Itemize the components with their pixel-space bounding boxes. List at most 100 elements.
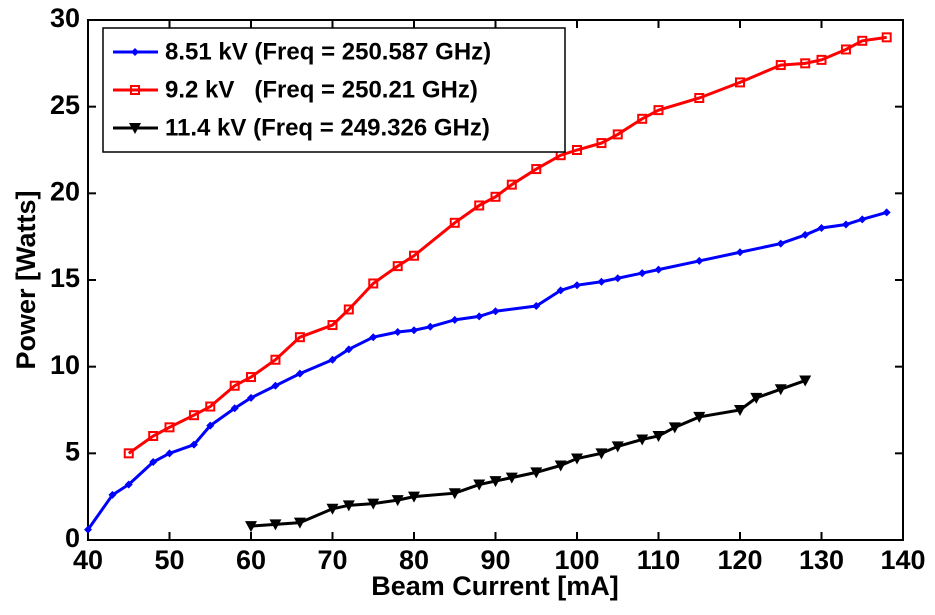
marker xyxy=(247,393,255,402)
marker xyxy=(342,500,355,512)
marker xyxy=(450,315,459,324)
marker xyxy=(573,281,581,290)
marker xyxy=(391,495,404,507)
marker xyxy=(293,517,306,529)
marker xyxy=(858,215,867,224)
marker xyxy=(473,479,486,491)
marker xyxy=(734,405,746,416)
marker xyxy=(230,404,239,413)
marker xyxy=(426,322,435,331)
marker xyxy=(246,372,256,383)
marker xyxy=(597,277,606,286)
marker xyxy=(489,476,502,488)
marker xyxy=(367,498,380,510)
marker xyxy=(736,248,744,257)
marker xyxy=(882,208,891,217)
marker xyxy=(799,375,812,387)
marker xyxy=(653,105,664,116)
marker xyxy=(556,286,565,295)
marker xyxy=(572,145,582,155)
marker xyxy=(596,138,607,149)
marker xyxy=(881,32,892,43)
marker xyxy=(652,431,665,442)
marker xyxy=(326,503,339,515)
marker xyxy=(776,239,785,248)
y-tick-label: 30 xyxy=(50,3,80,33)
marker xyxy=(694,93,705,103)
marker xyxy=(695,256,704,265)
marker xyxy=(129,123,141,134)
marker xyxy=(800,58,811,69)
marker xyxy=(123,448,134,459)
marker xyxy=(530,467,543,479)
marker xyxy=(531,164,542,175)
marker xyxy=(344,345,353,354)
marker xyxy=(148,431,159,441)
marker xyxy=(343,304,354,315)
marker xyxy=(490,191,501,202)
legend-label: 8.51 kV (Freq = 250.587 GHz) xyxy=(165,38,491,65)
marker xyxy=(410,326,418,335)
marker xyxy=(532,302,541,310)
x-tick-label: 80 xyxy=(399,545,429,575)
x-tick-label: 110 xyxy=(637,545,681,575)
y-axis-label: Power [Watts] xyxy=(11,190,41,369)
marker xyxy=(611,441,624,453)
marker xyxy=(571,453,583,465)
marker xyxy=(448,488,461,500)
marker xyxy=(165,449,174,458)
marker xyxy=(368,278,379,289)
marker xyxy=(294,332,305,343)
marker xyxy=(554,460,567,472)
x-tick-label: 140 xyxy=(880,545,925,575)
x-tick-label: 120 xyxy=(717,545,762,575)
marker xyxy=(84,525,92,534)
marker xyxy=(654,265,663,274)
marker xyxy=(409,250,419,261)
marker xyxy=(271,381,280,390)
series-line xyxy=(127,35,887,455)
y-tick-label: 15 xyxy=(50,263,80,293)
marker xyxy=(245,521,257,533)
marker xyxy=(491,307,500,316)
marker xyxy=(595,448,608,460)
marker xyxy=(188,410,199,421)
y-tick-label: 20 xyxy=(50,176,80,206)
marker xyxy=(327,320,338,331)
y-tick-label: 25 xyxy=(50,90,80,120)
marker xyxy=(205,401,216,412)
y-tick-label: 10 xyxy=(50,350,80,380)
marker xyxy=(693,411,706,423)
x-tick-label: 50 xyxy=(154,545,184,575)
marker xyxy=(668,422,681,434)
marker xyxy=(449,217,460,228)
x-tick-label: 130 xyxy=(799,545,844,575)
marker xyxy=(393,328,402,336)
x-axis-label: Beam Current [mA] xyxy=(371,571,619,601)
marker xyxy=(506,179,517,190)
x-tick-label: 90 xyxy=(480,545,510,575)
marker xyxy=(475,312,484,321)
marker xyxy=(817,224,826,232)
marker xyxy=(638,269,647,278)
marker xyxy=(612,129,623,140)
marker xyxy=(295,369,304,378)
marker xyxy=(735,77,745,88)
marker xyxy=(131,48,139,56)
legend-label: 9.2 kV (Freq = 250.21 GHz) xyxy=(165,76,478,103)
marker xyxy=(750,392,763,404)
marker xyxy=(840,44,851,55)
marker xyxy=(328,355,337,364)
marker xyxy=(369,333,378,342)
marker xyxy=(392,261,403,272)
marker xyxy=(816,54,827,65)
marker xyxy=(637,113,648,124)
marker xyxy=(189,440,198,449)
marker xyxy=(124,480,133,489)
marker xyxy=(229,380,240,391)
x-tick-label: 60 xyxy=(236,545,266,575)
marker xyxy=(206,421,215,430)
marker xyxy=(149,458,158,466)
marker xyxy=(505,472,518,484)
